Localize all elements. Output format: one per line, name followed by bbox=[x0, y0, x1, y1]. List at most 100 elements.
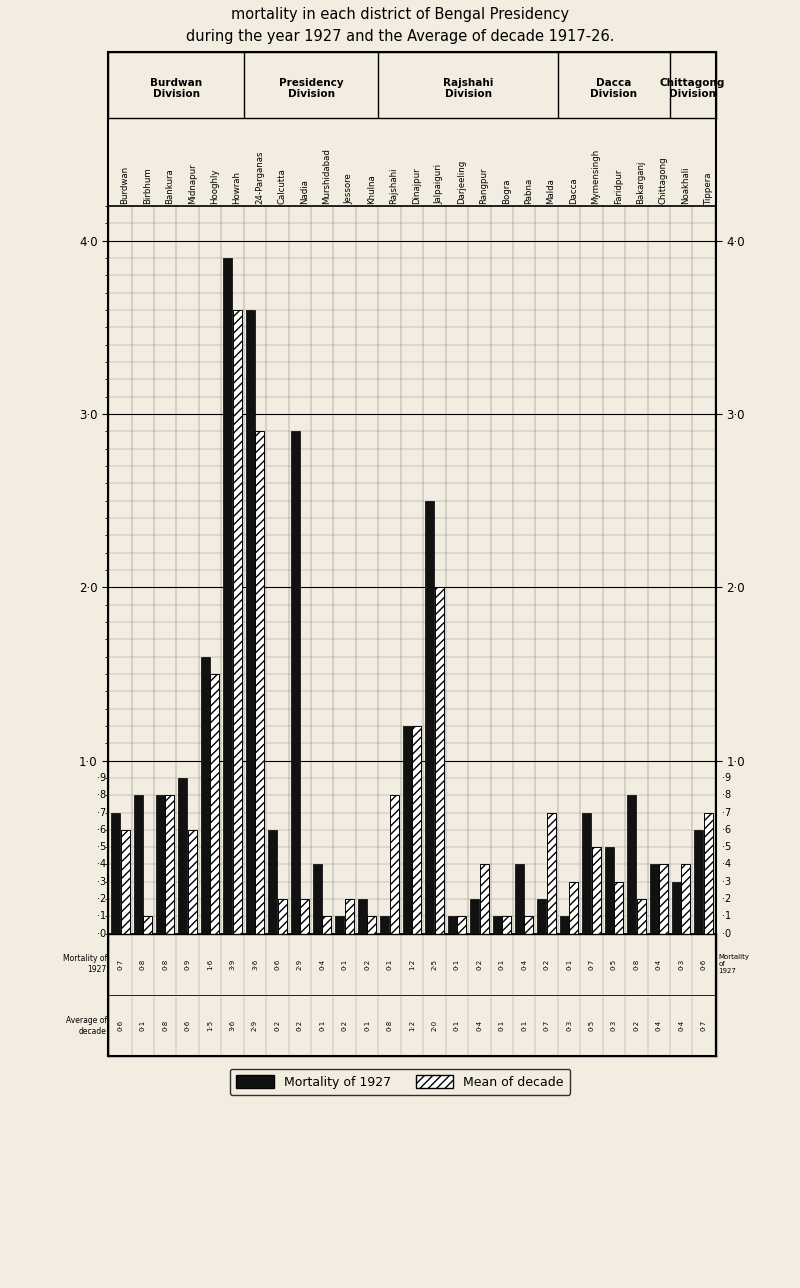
Text: 0·2: 0·2 bbox=[364, 958, 370, 970]
Text: 0·1: 0·1 bbox=[498, 1020, 505, 1032]
Text: 0·7: 0·7 bbox=[118, 958, 123, 970]
Bar bbox=[412, 726, 421, 934]
Bar bbox=[515, 864, 524, 934]
Text: Presidency
Division: Presidency Division bbox=[278, 77, 343, 99]
Text: ·1: ·1 bbox=[722, 912, 731, 921]
Text: ·2: ·2 bbox=[97, 894, 106, 904]
Text: Faridpur: Faridpur bbox=[614, 169, 623, 205]
Text: 0·2: 0·2 bbox=[274, 1020, 280, 1032]
Text: 0·8: 0·8 bbox=[162, 958, 168, 970]
Text: 0·7: 0·7 bbox=[544, 1020, 550, 1032]
Text: ·7: ·7 bbox=[722, 808, 731, 818]
Text: 0·4: 0·4 bbox=[656, 958, 662, 970]
Text: mortality in each district of Bengal Presidency: mortality in each district of Bengal Pre… bbox=[231, 6, 569, 22]
Text: Mortality of
1927: Mortality of 1927 bbox=[62, 954, 107, 975]
Text: 0·9: 0·9 bbox=[185, 958, 190, 970]
Text: 2·0: 2·0 bbox=[431, 1020, 438, 1032]
Text: ·6: ·6 bbox=[722, 824, 731, 835]
Bar bbox=[605, 848, 614, 934]
Text: Darjeeling: Darjeeling bbox=[457, 160, 466, 205]
Text: 0·1: 0·1 bbox=[140, 1020, 146, 1032]
Bar bbox=[659, 864, 668, 934]
Text: Chittagong: Chittagong bbox=[658, 157, 668, 205]
Text: Dacca
Division: Dacca Division bbox=[590, 77, 638, 99]
Bar bbox=[694, 829, 703, 934]
Bar bbox=[246, 310, 254, 934]
Bar bbox=[367, 917, 376, 934]
Text: 3·6: 3·6 bbox=[230, 1020, 235, 1032]
Bar bbox=[582, 813, 591, 934]
Text: 0·3: 0·3 bbox=[611, 1020, 617, 1032]
Bar bbox=[457, 917, 466, 934]
Text: 0·4: 0·4 bbox=[521, 958, 527, 970]
Text: 0·1: 0·1 bbox=[342, 958, 348, 970]
Bar bbox=[525, 917, 534, 934]
Text: 0·1: 0·1 bbox=[364, 1020, 370, 1032]
Bar bbox=[434, 587, 444, 934]
Bar bbox=[426, 501, 434, 934]
Bar bbox=[278, 899, 286, 934]
Bar bbox=[290, 431, 299, 934]
Text: during the year 1927 and the Average of decade 1917-26.: during the year 1927 and the Average of … bbox=[186, 28, 614, 44]
Text: Rangpur: Rangpur bbox=[479, 167, 488, 205]
Text: 0·3: 0·3 bbox=[566, 1020, 572, 1032]
Bar bbox=[166, 795, 174, 934]
Bar bbox=[210, 674, 219, 934]
Text: 0·1: 0·1 bbox=[566, 958, 572, 970]
Text: ·6: ·6 bbox=[97, 824, 106, 835]
Text: ·4: ·4 bbox=[97, 859, 106, 869]
Text: 0·4: 0·4 bbox=[319, 958, 326, 970]
Bar bbox=[345, 899, 354, 934]
Text: 0·8: 0·8 bbox=[140, 958, 146, 970]
Text: 0·1: 0·1 bbox=[498, 958, 505, 970]
Bar bbox=[592, 848, 601, 934]
Bar bbox=[188, 829, 197, 934]
Text: 1·2: 1·2 bbox=[409, 958, 415, 970]
Text: 0·1: 0·1 bbox=[386, 958, 393, 970]
Bar bbox=[479, 864, 489, 934]
Bar bbox=[178, 778, 187, 934]
Bar bbox=[322, 917, 331, 934]
Text: 1·5: 1·5 bbox=[207, 1020, 213, 1032]
Text: ·5: ·5 bbox=[722, 842, 731, 853]
Text: Rajshahi
Division: Rajshahi Division bbox=[443, 77, 494, 99]
Bar bbox=[143, 917, 152, 934]
Text: Khulna: Khulna bbox=[367, 175, 376, 205]
Bar bbox=[156, 795, 165, 934]
Text: Mymensingh: Mymensingh bbox=[591, 149, 601, 205]
Text: 0·8: 0·8 bbox=[634, 958, 639, 970]
Bar bbox=[380, 917, 390, 934]
Text: 0·6: 0·6 bbox=[185, 1020, 190, 1032]
Bar bbox=[201, 657, 210, 934]
Text: 0·4: 0·4 bbox=[678, 1020, 684, 1032]
Text: Jessore: Jessore bbox=[345, 174, 354, 205]
Text: 2·5: 2·5 bbox=[431, 958, 438, 970]
Text: Calcutta: Calcutta bbox=[278, 169, 286, 205]
Text: Average of
decade: Average of decade bbox=[66, 1015, 107, 1036]
Bar bbox=[502, 917, 511, 934]
Bar bbox=[650, 864, 658, 934]
Text: Burdwan: Burdwan bbox=[120, 166, 130, 205]
Bar bbox=[223, 258, 232, 934]
Bar bbox=[538, 899, 546, 934]
Text: 24-Parganas: 24-Parganas bbox=[255, 151, 264, 205]
Text: ·0: ·0 bbox=[722, 929, 731, 939]
Text: Rajshahi: Rajshahi bbox=[390, 167, 398, 205]
Bar bbox=[111, 813, 120, 934]
Text: 0·1: 0·1 bbox=[454, 1020, 460, 1032]
Text: 0·2: 0·2 bbox=[476, 958, 482, 970]
Text: 0·7: 0·7 bbox=[701, 1020, 706, 1032]
Text: Howrah: Howrah bbox=[233, 171, 242, 205]
Text: ·7: ·7 bbox=[97, 808, 106, 818]
Text: ·2: ·2 bbox=[722, 894, 731, 904]
Text: ·4: ·4 bbox=[722, 859, 731, 869]
Bar bbox=[134, 795, 142, 934]
Text: Murshidabad: Murshidabad bbox=[322, 148, 331, 205]
Text: 0·6: 0·6 bbox=[701, 958, 706, 970]
Text: Dinajpur: Dinajpur bbox=[412, 167, 421, 205]
Bar bbox=[390, 795, 398, 934]
Text: ·8: ·8 bbox=[722, 790, 731, 800]
Bar bbox=[448, 917, 457, 934]
Text: Bankura: Bankura bbox=[166, 169, 174, 205]
Text: 3·9: 3·9 bbox=[230, 958, 235, 970]
